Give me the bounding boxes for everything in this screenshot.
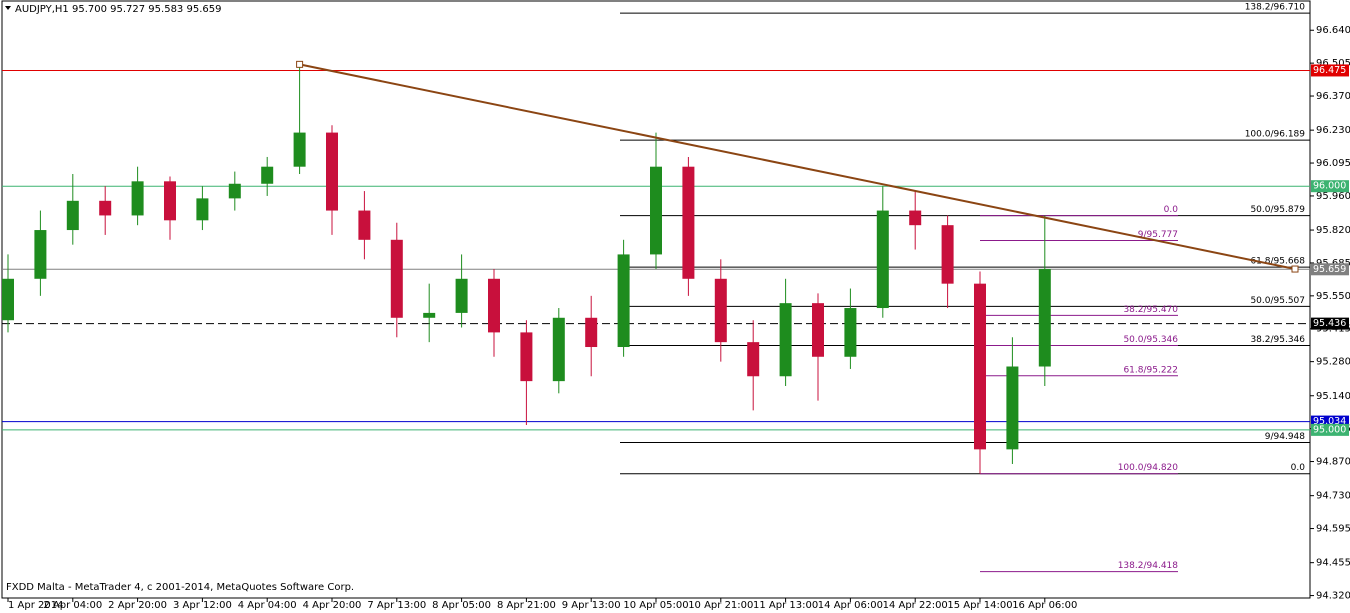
candle-body — [261, 166, 274, 184]
candle-body — [423, 312, 436, 318]
y-tick-label: 94.455 — [1316, 558, 1350, 569]
candle-body — [617, 254, 630, 348]
candle-body — [455, 278, 468, 313]
y-tick-label: 95.280 — [1316, 357, 1350, 368]
candle-body — [844, 308, 857, 357]
price-tag — [1311, 180, 1349, 193]
fib-label: 50.0/95.507 — [1250, 296, 1305, 306]
y-tick-label: 95.820 — [1316, 225, 1350, 236]
fib-label: 50.0/95.879 — [1250, 205, 1305, 215]
candle-body — [326, 132, 338, 211]
trendline-anchor — [1291, 265, 1299, 273]
price-tag-label: 95.436 — [1313, 318, 1346, 329]
x-tick-label: 3 Apr 12:00 — [173, 600, 232, 611]
candle-body — [1038, 269, 1051, 367]
price-tag-label: 96.475 — [1313, 65, 1346, 76]
x-tick-label: 14 Apr 06:00 — [818, 600, 883, 611]
candle-body — [164, 181, 176, 221]
y-tick-label: 95.960 — [1316, 191, 1350, 202]
candle-body — [358, 210, 371, 240]
fib-label: 138.2/94.418 — [1118, 561, 1179, 571]
trendline-anchor — [296, 60, 304, 68]
candle-body — [131, 181, 144, 216]
y-tick-label: 96.505 — [1316, 58, 1350, 69]
fib-label: 9/94.948 — [1265, 432, 1306, 442]
x-tick-label: 10 Apr 21:00 — [688, 600, 753, 611]
candle-body — [650, 166, 662, 255]
candle-body — [488, 278, 500, 333]
candle-body — [714, 278, 727, 343]
candle-body — [682, 166, 695, 279]
x-tick-label: 11 Apr 13:00 — [753, 600, 818, 611]
candle-body — [520, 332, 533, 382]
candle-body — [99, 200, 112, 216]
y-tick-label: 94.320 — [1316, 591, 1350, 602]
x-tick-label: 8 Apr 21:00 — [497, 600, 556, 611]
fib-label: 100.0/96.189 — [1245, 130, 1306, 140]
y-tick-label: 96.640 — [1316, 25, 1350, 36]
y-tick-label: 94.870 — [1316, 457, 1350, 468]
price-tag-label: 96.000 — [1313, 181, 1346, 192]
price-tag-label: 95.000 — [1313, 424, 1346, 435]
y-tick-label: 94.595 — [1316, 524, 1350, 535]
fib-label: 100.0/94.820 — [1118, 463, 1179, 473]
price-tag-label: 95.659 — [1313, 264, 1346, 275]
candle-body — [1006, 366, 1019, 450]
x-tick-label: 8 Apr 05:00 — [432, 600, 491, 611]
menu-icon[interactable] — [5, 6, 11, 10]
y-tick-label: 96.230 — [1316, 125, 1350, 136]
fib-label: 61.8/95.222 — [1123, 365, 1178, 375]
price-tag — [1311, 317, 1349, 330]
trendline — [299, 63, 1296, 271]
candle-body — [876, 210, 889, 309]
y-tick-label: 94.730 — [1316, 491, 1350, 502]
candle-body — [909, 210, 922, 226]
fib-label: 61.8/95.668 — [1250, 257, 1305, 267]
plot-frame — [1, 0, 1311, 599]
candle-body — [293, 132, 306, 167]
x-tick-label: 4 Apr 20:00 — [303, 600, 362, 611]
x-tick-label: 9 Apr 13:00 — [562, 600, 621, 611]
x-tick-label: 7 Apr 13:00 — [367, 600, 426, 611]
candle-body — [34, 230, 47, 279]
fib-label: 50.0/95.346 — [1123, 335, 1178, 345]
candle-body — [228, 183, 241, 199]
price-tag — [1311, 423, 1349, 436]
x-tick-label: 16 Apr 06:00 — [1012, 600, 1077, 611]
price-tag — [1311, 64, 1349, 77]
candle-body — [941, 225, 954, 284]
fib-label: 0.0 — [1291, 463, 1306, 473]
x-tick-label: 14 Apr 22:00 — [883, 600, 948, 611]
candle-body — [66, 200, 79, 231]
candle-body — [779, 303, 792, 377]
chart-title: AUDJPY,H1 95.700 95.727 95.583 95.659 — [15, 4, 221, 15]
x-tick-label: 4 Apr 04:00 — [238, 600, 297, 611]
footer: FXDD Malta - MetaTrader 4, c 2001-2014, … — [6, 582, 354, 593]
x-tick-label: 1 Apr 2014 — [8, 600, 63, 611]
candle-body — [747, 342, 760, 377]
y-tick-label: 96.095 — [1316, 158, 1350, 169]
candle-body — [974, 283, 986, 450]
fib-label: 138.2/96.710 — [1245, 3, 1306, 13]
x-tick-label: 15 Apr 14:00 — [947, 600, 1012, 611]
x-tick-label: 10 Apr 05:00 — [623, 600, 688, 611]
fib-label: 9/95.777 — [1138, 230, 1178, 240]
candle-body — [2, 278, 14, 321]
candle-body — [196, 198, 209, 221]
candle-body — [812, 303, 824, 357]
price-tag-label: 95.034 — [1313, 416, 1346, 427]
candle-body — [390, 239, 403, 318]
fib-label: 0.0 — [1164, 205, 1179, 215]
y-tick-label: 95.550 — [1316, 291, 1350, 302]
y-tick-label: 96.370 — [1316, 91, 1350, 102]
x-tick-label: 2 Apr 20:00 — [108, 600, 167, 611]
candle-body — [552, 317, 565, 382]
price-tag — [1311, 263, 1349, 276]
fib-label: 38.2/95.346 — [1250, 335, 1305, 345]
candle-body — [585, 317, 598, 348]
y-tick-label: 95.140 — [1316, 391, 1350, 402]
x-tick-label: 2 Apr 04:00 — [43, 600, 102, 611]
fib-label: 38.2/95.470 — [1123, 305, 1178, 315]
